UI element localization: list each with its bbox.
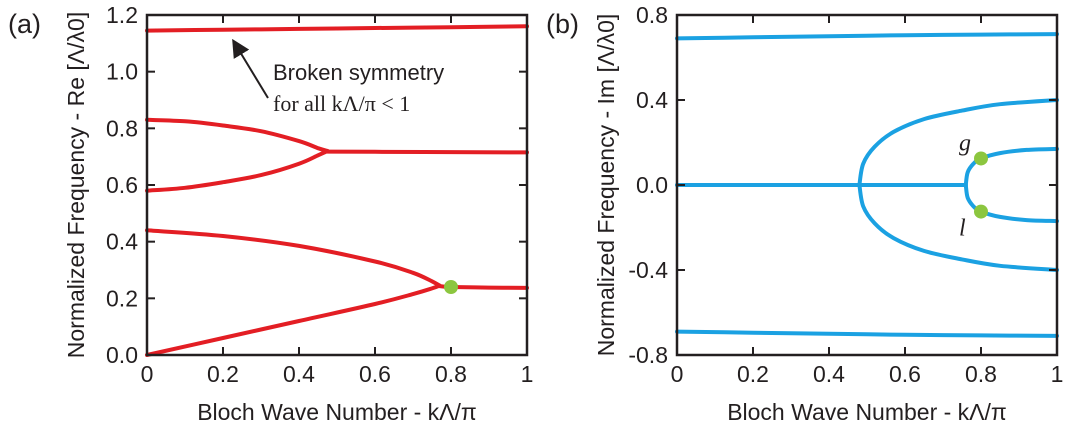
panel-a-ytick-label-5: 1.0 xyxy=(106,59,138,85)
panel-b-ytick-label-4: 0.8 xyxy=(636,2,668,28)
panel-a-ytick-label-4: 0.8 xyxy=(106,115,138,141)
panel-b-ytick-label-1: -0.4 xyxy=(628,257,668,283)
annotation-arrow xyxy=(232,38,269,99)
panel-a-xtick-label-3: 0.6 xyxy=(359,361,391,387)
panel-a-frame xyxy=(145,13,529,357)
panel-b: (b) gl 0 0.2 0.4 0.6 0.8 1-0.8-0.40.00.40.8 B… xyxy=(546,2,1063,425)
panel-a-xtick-label-1: 0.2 xyxy=(207,361,239,387)
panel-b-series-1 xyxy=(675,329,1059,338)
panel-a-marker-0 xyxy=(444,280,458,294)
panel-b-series-3 xyxy=(857,98,1059,187)
annotation-line2: for all kΛ/π < 1 xyxy=(273,91,410,116)
panel-a-xlabel: Bloch Wave Number - kΛ/π xyxy=(197,399,477,425)
panel-a-series-0 xyxy=(145,24,529,33)
panel-b-markers: gl xyxy=(959,130,988,242)
panel-b-xlabel: Bloch Wave Number - kΛ/π xyxy=(727,399,1007,425)
panel-a-ytick-label-1: 0.2 xyxy=(106,285,138,311)
panel-b-label: (b) xyxy=(546,9,579,39)
panel-a-ticks: 0 0.2 0.4 0.6 0.8 1 0.0 0.2 0.4 0.6 0.8 1.0 1.2 xyxy=(106,2,533,387)
panel-b-xtick-label-2: 0.4 xyxy=(813,361,845,387)
panel-b-ytick-label-3: 0.4 xyxy=(636,87,668,113)
panel-b-marker-label-0: g xyxy=(959,130,971,156)
panel-b-xtick-label-5: 1 xyxy=(1051,361,1064,387)
panel-a-series-5 xyxy=(145,283,442,357)
panel-b-ticks: 0 0.2 0.4 0.6 0.8 1 -0.8 -0.4 0.0 0.4 0.8 xyxy=(628,2,1063,387)
panel-a-series-3 xyxy=(325,149,529,155)
annotation-line1: Broken symmetry xyxy=(273,60,444,85)
panel-a-xtick-label-5: 1 xyxy=(521,361,534,387)
panel-b-marker-1 xyxy=(974,204,988,219)
panel-a-markers xyxy=(444,280,458,294)
panel-b-series-0 xyxy=(675,32,1059,41)
panel-a-series-1 xyxy=(145,117,330,153)
panel-a-ytick-label-6: 1.2 xyxy=(106,2,138,28)
panel-a-series-4 xyxy=(145,228,442,288)
panel-b-frame xyxy=(675,13,1059,357)
panel-b-xtick-label-4: 0.8 xyxy=(965,361,997,387)
panel-a: (a) 0 0.2 0.4 0.6 0.8 10.00.20.40.60.81.01.2 … xyxy=(8,2,533,425)
panel-a-ylabel: Normalized Frequency - Re [Λ/λ0] xyxy=(63,12,89,358)
panel-a-xtick-label-4: 0.8 xyxy=(435,361,467,387)
panel-a-series-2 xyxy=(145,149,330,193)
panel-a-series-6 xyxy=(437,284,529,290)
panel-b-ytick-label-0: -0.8 xyxy=(628,342,668,368)
panel-a-ytick-label-0: 0.0 xyxy=(106,342,138,368)
panel-a-curves xyxy=(145,24,529,357)
panel-b-ylabel: Normalized Frequency - Im [Λ/λ0] xyxy=(593,14,619,357)
panel-b-ytick-label-2: 0.0 xyxy=(636,172,668,198)
panel-b-marker-0 xyxy=(974,151,988,166)
panel-a-ytick-label-3: 0.6 xyxy=(106,172,138,198)
panel-b-xtick-label-1: 0.2 xyxy=(737,361,769,387)
panel-b-series-4 xyxy=(857,183,1059,272)
panel-a-xtick-label-0: 0 xyxy=(141,361,154,387)
panel-a-label: (a) xyxy=(8,9,41,39)
panel-b-xtick-label-0: 0 xyxy=(671,361,684,387)
panel-a-ytick-label-2: 0.4 xyxy=(106,229,138,255)
panel-b-curves xyxy=(675,32,1059,338)
panel-b-marker-label-1: l xyxy=(959,216,966,242)
panel-a-xtick-label-2: 0.4 xyxy=(283,361,315,387)
panel-b-xtick-label-3: 0.6 xyxy=(889,361,921,387)
